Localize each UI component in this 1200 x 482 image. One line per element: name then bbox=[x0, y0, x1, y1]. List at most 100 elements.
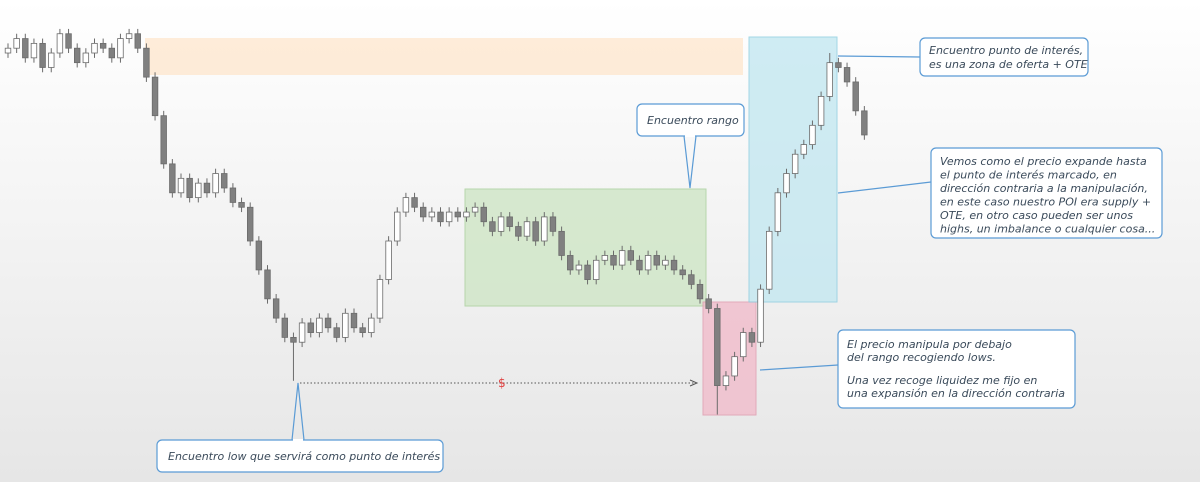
callout bbox=[837, 329, 1076, 409]
candle-body bbox=[264, 269, 271, 300]
candle-body bbox=[714, 308, 721, 387]
candle-body bbox=[774, 192, 782, 232]
candle-body bbox=[307, 322, 314, 333]
candle-body bbox=[255, 240, 263, 271]
candle-body bbox=[497, 216, 505, 232]
candle-body bbox=[627, 250, 634, 261]
candle-body bbox=[298, 322, 306, 343]
candle-body bbox=[134, 33, 141, 49]
candle-body bbox=[653, 255, 660, 266]
candle-body bbox=[212, 173, 219, 194]
candle-body bbox=[316, 317, 323, 333]
manipulation-zone bbox=[702, 301, 757, 416]
candle-body bbox=[411, 197, 418, 208]
candle-body bbox=[203, 182, 211, 194]
candle-body bbox=[523, 221, 531, 237]
candle-body bbox=[731, 356, 738, 377]
candle-body bbox=[766, 230, 773, 290]
candle-body bbox=[368, 317, 375, 333]
candle-body bbox=[272, 298, 280, 319]
candle-body bbox=[748, 332, 756, 343]
callout bbox=[930, 147, 1163, 239]
callout-text: Encuentro rango bbox=[647, 114, 739, 127]
callout-text: es una zona de oferta + OTE bbox=[929, 58, 1088, 71]
callout-text: una expansión en la dirección contraria bbox=[847, 387, 1065, 400]
candle-body bbox=[740, 332, 747, 358]
callout-text: el punto de interés marcado, en bbox=[940, 169, 1117, 182]
candle-body bbox=[117, 38, 124, 59]
callout-text: del rango recogiendo lows. bbox=[847, 351, 996, 364]
candle-body bbox=[670, 259, 678, 271]
candle-body bbox=[757, 288, 764, 343]
candle-body bbox=[601, 255, 609, 261]
candle-body bbox=[662, 259, 669, 266]
candle-body bbox=[91, 42, 98, 54]
candle-body bbox=[688, 274, 695, 285]
callout-text: highs, un imbalance o cualquier cosa... bbox=[940, 223, 1155, 236]
candle-body bbox=[160, 115, 167, 165]
candle-body bbox=[30, 42, 38, 59]
candle-body bbox=[13, 38, 20, 49]
candle-body bbox=[4, 47, 12, 54]
candle-body bbox=[843, 67, 851, 83]
candle-body bbox=[22, 38, 29, 59]
candle-body bbox=[506, 216, 513, 227]
candle-body bbox=[783, 173, 790, 194]
candle-body bbox=[125, 33, 133, 39]
callout-text: Encuentro low que servirá como punto de … bbox=[168, 450, 440, 463]
candle-body bbox=[575, 264, 583, 271]
candle-body bbox=[186, 177, 193, 199]
callout bbox=[919, 37, 1089, 77]
candle-body bbox=[281, 317, 288, 338]
candle-body bbox=[584, 264, 591, 280]
supply-zone bbox=[145, 38, 743, 75]
pointer bbox=[683, 135, 697, 189]
candle-body bbox=[809, 124, 816, 146]
candle-body bbox=[861, 110, 868, 136]
candle-body bbox=[65, 33, 72, 49]
candle-body bbox=[394, 211, 401, 242]
candle-body bbox=[221, 173, 228, 189]
candle-body bbox=[445, 211, 453, 223]
candle-body bbox=[48, 52, 55, 68]
candle-body bbox=[324, 317, 332, 329]
candle-body bbox=[350, 312, 358, 329]
candle-body bbox=[419, 206, 427, 218]
candle-body bbox=[195, 182, 202, 199]
callout-text: dirección contraria a la manipulación, bbox=[940, 182, 1148, 195]
candle-body bbox=[835, 62, 842, 68]
candle-body bbox=[39, 42, 46, 68]
candle-body bbox=[826, 62, 833, 97]
candle-body bbox=[558, 230, 565, 256]
candle-body bbox=[567, 255, 574, 271]
candle-body bbox=[56, 33, 64, 54]
callout-text: Vemos como el precio expande hasta bbox=[940, 155, 1147, 168]
candle-body bbox=[74, 47, 81, 64]
liquidity-symbol: $ bbox=[498, 376, 506, 390]
candle-body bbox=[791, 153, 799, 174]
candle-body bbox=[359, 327, 366, 333]
candle-body bbox=[177, 177, 185, 194]
candle-body bbox=[679, 269, 686, 276]
candle-body bbox=[238, 202, 245, 208]
candle-body bbox=[541, 216, 548, 242]
callout-text: El precio manipula por debajo bbox=[847, 338, 1012, 351]
candle-body bbox=[636, 259, 643, 271]
candle-body bbox=[817, 96, 825, 126]
range-zone bbox=[464, 188, 707, 307]
candle-body bbox=[644, 255, 652, 271]
candle-body bbox=[99, 42, 107, 49]
candle-body bbox=[333, 327, 340, 338]
candle-body bbox=[402, 197, 410, 213]
pointer bbox=[291, 382, 305, 441]
pointer bbox=[759, 364, 839, 371]
callout-text: en este caso nuestro POI era supply + bbox=[940, 196, 1151, 209]
candle-body bbox=[229, 187, 237, 203]
candle-body bbox=[108, 47, 115, 59]
pointer bbox=[837, 55, 921, 58]
candle-body bbox=[290, 336, 297, 343]
candle-body bbox=[151, 76, 159, 117]
candle-body bbox=[800, 144, 807, 155]
candle-body bbox=[376, 279, 384, 319]
